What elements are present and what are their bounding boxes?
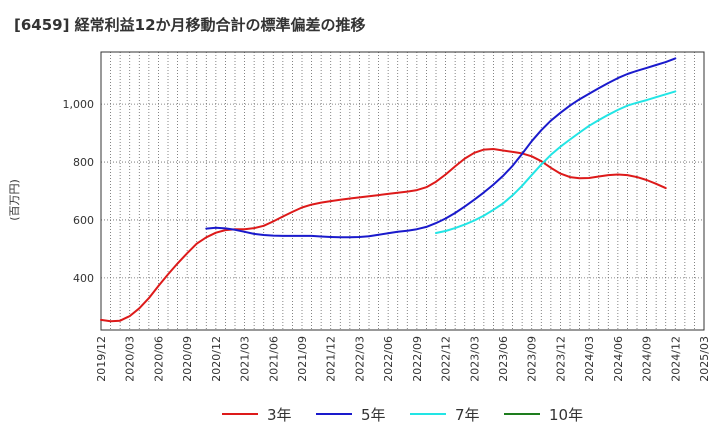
x-tick-label: 2023/12 [554, 336, 567, 382]
series-line [205, 57, 677, 239]
x-tick-label: 2025/03 [698, 336, 711, 382]
x-tick-label: 2023/09 [526, 336, 539, 382]
x-tick-label: 2022/03 [353, 336, 366, 382]
legend-label: 5年 [361, 406, 386, 424]
series-line [100, 148, 667, 323]
x-tick-label: 2024/03 [583, 336, 596, 382]
x-tick-label: 2022/09 [411, 336, 424, 382]
legend-item: 7年 [410, 406, 480, 424]
legend-label: 7年 [455, 406, 480, 424]
legend-item: 10年 [504, 406, 583, 424]
plot-frame [100, 51, 705, 331]
legend-item: 3年 [222, 406, 292, 424]
x-tick-label: 2021/06 [267, 336, 280, 382]
x-tick-label: 2022/06 [382, 336, 395, 382]
x-tick-label: 2023/03 [468, 336, 481, 382]
y-axis-label: (百万円) [8, 179, 21, 221]
legend-item: 5年 [316, 406, 386, 424]
x-tick-label: 2021/12 [325, 336, 338, 382]
x-tick-label: 2019/12 [95, 336, 108, 382]
x-tick-label: 2024/06 [612, 336, 625, 382]
y-tick-label: 600 [73, 214, 94, 227]
y-tick-label: 400 [73, 272, 94, 285]
chart-title: [6459] 経常利益12か月移動合計の標準偏差の推移 [14, 16, 366, 34]
x-tick-label: 2021/03 [239, 336, 252, 382]
legend-label: 10年 [549, 406, 583, 424]
x-tick-label: 2023/06 [497, 336, 510, 382]
x-tick-label: 2021/09 [296, 336, 309, 382]
x-tick-label: 2024/09 [641, 336, 654, 382]
series-line [435, 90, 677, 234]
y-tick-label: 1,000 [63, 98, 95, 111]
x-tick-label: 2020/09 [181, 336, 194, 382]
y-tick-label: 800 [73, 156, 94, 169]
x-tick-label: 2020/12 [210, 336, 223, 382]
x-tick-label: 2024/12 [669, 336, 682, 382]
x-tick-label: 2020/03 [124, 336, 137, 382]
x-tick-label: 2022/12 [440, 336, 453, 382]
legend-label: 3年 [267, 406, 292, 424]
x-tick-label: 2020/06 [152, 336, 165, 382]
plot-area [101, 52, 704, 330]
